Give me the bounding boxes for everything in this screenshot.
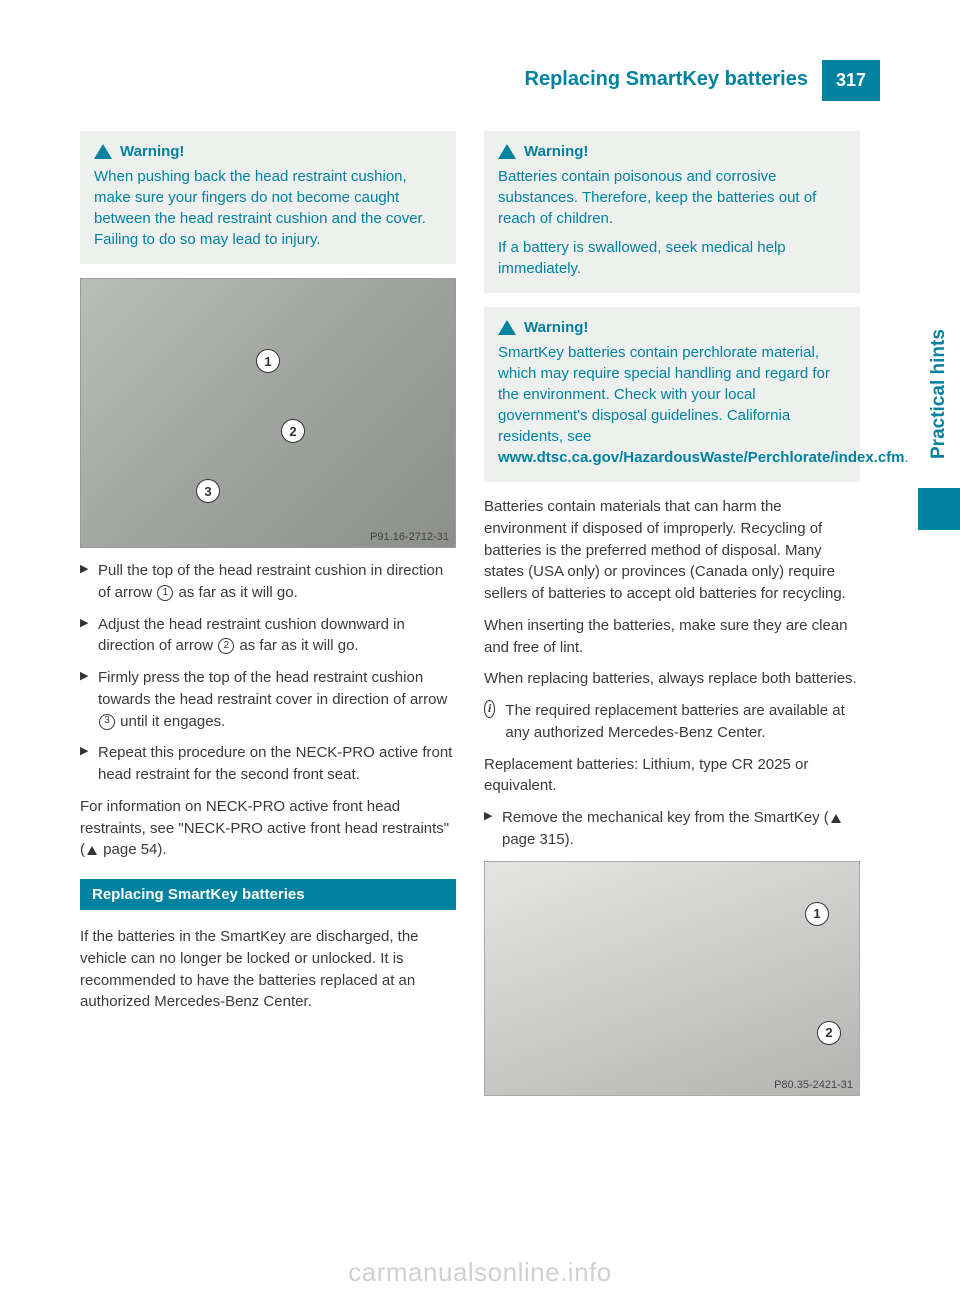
paragraph: When inserting the batteries, make sure … bbox=[484, 615, 860, 659]
warning-text: When pushing back the head restraint cus… bbox=[94, 166, 442, 250]
step-list-2: Remove the mechanical key from the Smart… bbox=[484, 807, 860, 851]
step-item: Repeat this procedure on the NECK-PRO ac… bbox=[80, 742, 456, 786]
paragraph: For information on NECK-PRO active front… bbox=[80, 796, 456, 861]
page-header: Replacing SmartKey batteries 317 bbox=[80, 60, 880, 101]
callout-3: 3 bbox=[196, 479, 220, 503]
paragraph: If the batteries in the SmartKey are dis… bbox=[80, 926, 456, 1013]
page-number: 317 bbox=[822, 60, 880, 101]
warning-box-2: Warning! Batteries contain poisonous and… bbox=[484, 131, 860, 293]
paragraph: Replacement batteries: Lithium, type CR … bbox=[484, 754, 860, 798]
warning-label: Warning! bbox=[524, 319, 588, 336]
right-column: Warning! Batteries contain poisonous and… bbox=[484, 131, 860, 1096]
paragraph: Batteries contain materials that can har… bbox=[484, 496, 860, 605]
warning-text: If a battery is swallowed, seek medical … bbox=[498, 237, 846, 279]
step-item: Pull the top of the head restraint cushi… bbox=[80, 560, 456, 604]
left-column: Warning! When pushing back the head rest… bbox=[80, 131, 456, 1096]
ref-1-icon: 1 bbox=[157, 585, 173, 601]
warning-link: www.dtsc.ca.gov/HazardousWaste/Perchlora… bbox=[498, 449, 905, 466]
figure-caption: P80.35-2421-31 bbox=[774, 1079, 853, 1091]
info-note: i The required replacement batteries are… bbox=[484, 700, 860, 744]
step-item: Remove the mechanical key from the Smart… bbox=[484, 807, 860, 851]
info-icon: i bbox=[484, 700, 495, 718]
callout-2: 2 bbox=[281, 419, 305, 443]
side-tab-label: Practical hints bbox=[918, 300, 960, 488]
info-text: The required replacement batteries are a… bbox=[505, 700, 860, 744]
step-list-1: Pull the top of the head restraint cushi… bbox=[80, 560, 456, 786]
side-tab-block bbox=[918, 488, 960, 530]
figure-caption: P91.16-2712-31 bbox=[370, 531, 449, 543]
section-heading: Replacing SmartKey batteries bbox=[80, 879, 456, 910]
callout-1: 1 bbox=[256, 349, 280, 373]
warning-text: Batteries contain poisonous and corrosiv… bbox=[498, 166, 846, 229]
step-item: Firmly press the top of the head restrai… bbox=[80, 667, 456, 732]
warning-text: SmartKey batteries contain perchlorate m… bbox=[498, 342, 846, 468]
watermark: carmanualsonline.info bbox=[0, 1257, 960, 1288]
header-title: Replacing SmartKey batteries bbox=[525, 60, 822, 101]
warning-label: Warning! bbox=[120, 143, 184, 160]
warning-icon bbox=[498, 144, 516, 159]
warning-box-1: Warning! When pushing back the head rest… bbox=[80, 131, 456, 264]
paragraph: When replacing batteries, always replace… bbox=[484, 668, 860, 690]
page-ref-icon bbox=[87, 846, 97, 855]
side-tab: Practical hints bbox=[918, 300, 960, 530]
step-item: Adjust the head restraint cushion downwa… bbox=[80, 614, 456, 658]
warning-icon bbox=[94, 144, 112, 159]
smartkey-figure: 1 2 P80.35-2421-31 bbox=[484, 861, 860, 1096]
warning-icon bbox=[498, 320, 516, 335]
page-ref-icon bbox=[831, 814, 841, 823]
callout-2: 2 bbox=[817, 1021, 841, 1045]
ref-2-icon: 2 bbox=[218, 638, 234, 654]
callout-1: 1 bbox=[805, 902, 829, 926]
warning-box-3: Warning! SmartKey batteries contain perc… bbox=[484, 307, 860, 482]
headrest-figure: 1 2 3 P91.16-2712-31 bbox=[80, 278, 456, 548]
warning-label: Warning! bbox=[524, 143, 588, 160]
ref-3-icon: 3 bbox=[99, 714, 115, 730]
